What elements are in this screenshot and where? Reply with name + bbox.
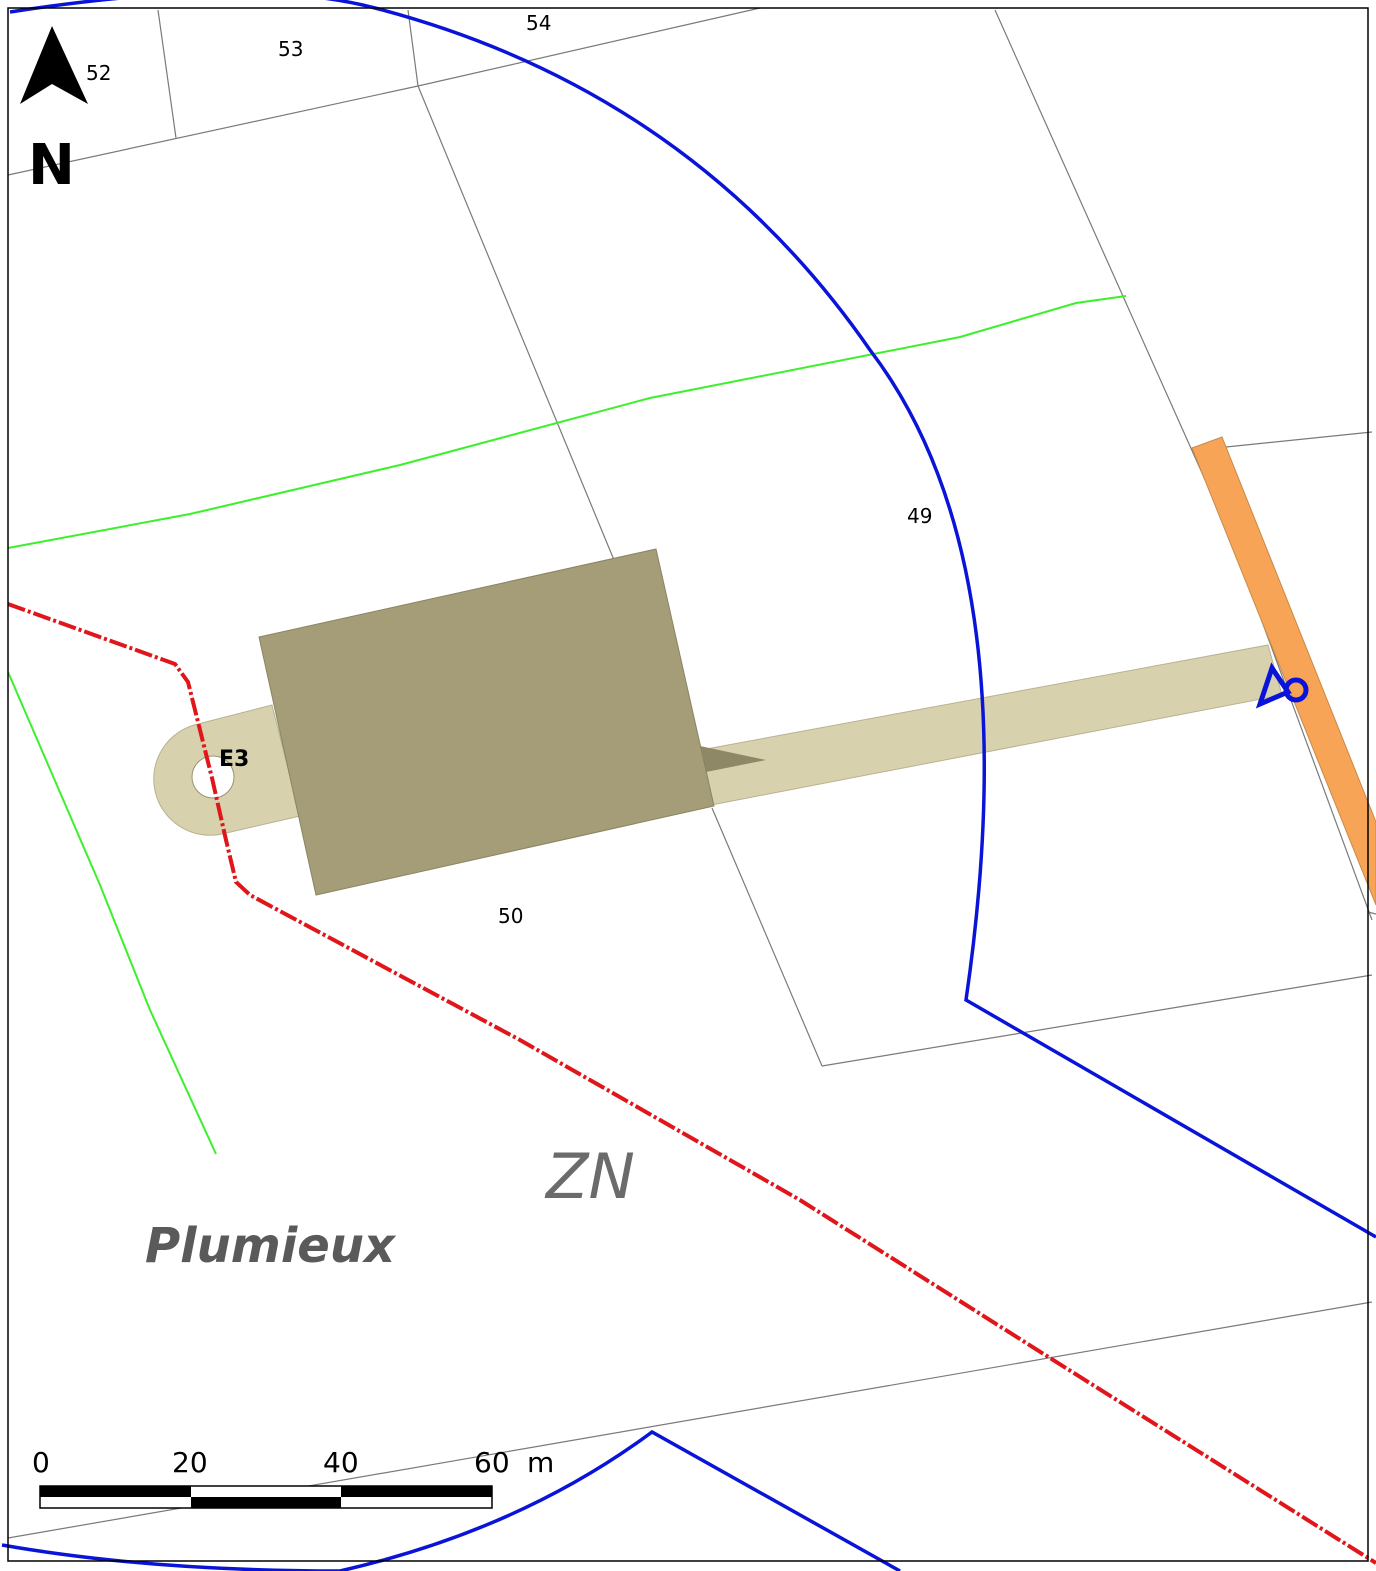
buffer-line xyxy=(9,0,1376,1239)
map-frame xyxy=(7,7,1369,1562)
access-road xyxy=(689,644,1283,807)
section-label: ZN xyxy=(544,1140,635,1213)
scale-tick-60: 60 xyxy=(474,1446,510,1479)
parcel-label-54: 54 xyxy=(526,11,551,35)
crane-platform xyxy=(258,548,715,896)
hedge-lines xyxy=(7,295,1127,1155)
scale-tick-20: 20 xyxy=(172,1446,208,1479)
orange-road xyxy=(1191,436,1376,906)
scale-tick-40: 40 xyxy=(323,1446,359,1479)
scale-tick-0: 0 xyxy=(32,1446,50,1479)
scale-bar xyxy=(39,1485,493,1509)
commune-label: Plumieux xyxy=(145,1218,397,1274)
blue-marker-icon xyxy=(1255,662,1309,709)
parcel-label-52: 52 xyxy=(86,61,111,85)
turbine-label: E3 xyxy=(219,747,249,772)
north-arrow-icon xyxy=(20,26,88,104)
parcel-label-50: 50 xyxy=(498,904,523,928)
road-triangle xyxy=(700,746,766,772)
commune-boundary xyxy=(7,602,1376,1565)
north-arrow-letter: N xyxy=(28,133,75,198)
scale-unit: m xyxy=(527,1446,554,1479)
parcel-label-53: 53 xyxy=(278,37,303,61)
parcel-label-49: 49 xyxy=(907,504,932,528)
